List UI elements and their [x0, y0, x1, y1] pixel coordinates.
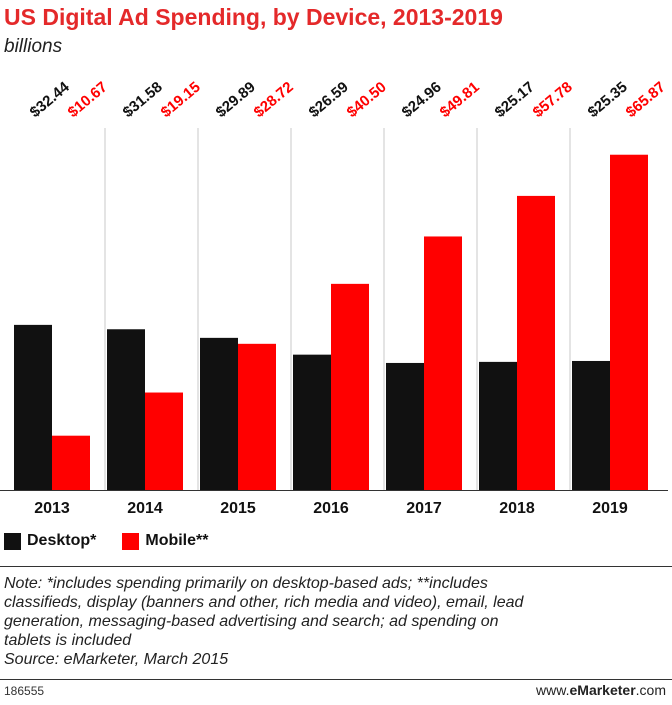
note-line: generation, messaging-based advertising … [4, 613, 499, 630]
bar-desktop [386, 362, 424, 490]
x-tick-label: 2013 [34, 500, 70, 517]
note-line: classifieds, display (banners and other,… [4, 594, 524, 611]
data-label-mobile: $65.87 [623, 79, 669, 122]
note-line: tablets is included [4, 632, 132, 649]
legend-label-desktop: Desktop* [27, 532, 97, 549]
bar-desktop [293, 354, 331, 490]
bar-mobile [52, 435, 90, 490]
legend-swatch-mobile [122, 532, 140, 550]
note-line: Note: *includes spending primarily on de… [4, 575, 488, 592]
x-tick-label: 2016 [313, 500, 349, 517]
divider-top [0, 566, 672, 567]
data-label-desktop: $24.96 [399, 79, 445, 122]
x-tick-label: 2014 [127, 500, 163, 517]
bar-desktop [479, 361, 517, 490]
data-label-mobile: $40.50 [344, 79, 390, 122]
site-brand: eMarketer [569, 682, 636, 698]
bar-desktop [107, 329, 145, 490]
bar-mobile [610, 154, 648, 491]
legend: Desktop* Mobile** [4, 532, 234, 550]
legend-label-mobile: Mobile** [145, 532, 209, 549]
source-line: Source: eMarketer, March 2015 [4, 651, 229, 668]
data-label-desktop: $25.17 [492, 79, 538, 122]
divider-bottom [0, 679, 672, 680]
data-label-mobile: $49.81 [437, 79, 483, 122]
data-label-desktop: $29.89 [213, 79, 259, 122]
data-label-mobile: $10.67 [65, 79, 111, 122]
bar-desktop [572, 360, 610, 490]
site-url: www.eMarketer.com [536, 682, 666, 698]
bar-desktop [200, 337, 238, 490]
legend-swatch-desktop [4, 532, 21, 550]
bar-desktop [14, 324, 52, 490]
data-label-desktop: $26.59 [306, 79, 352, 122]
x-tick-label: 2017 [406, 500, 442, 517]
chart-subtitle: billions [4, 36, 63, 57]
x-tick-label: 2018 [499, 500, 535, 517]
x-tick-label: 2019 [592, 500, 628, 517]
legend-item-desktop: Desktop* [4, 532, 96, 550]
data-label-mobile: $19.15 [158, 79, 204, 122]
bar-mobile [238, 343, 276, 490]
data-label-mobile: $57.78 [530, 79, 576, 122]
legend-item-mobile: Mobile** [122, 532, 208, 550]
bar-chart: $32.44$10.672013$31.58$19.152014$29.89$2… [0, 78, 669, 517]
x-tick-label: 2015 [220, 500, 256, 517]
data-label-desktop: $31.58 [120, 79, 166, 122]
bar-mobile [145, 392, 183, 490]
chart-id: 186555 [4, 684, 45, 698]
chart-note: Note: *includes spending primarily on de… [4, 574, 664, 669]
bar-mobile [517, 195, 555, 491]
site-prefix: www. [536, 682, 570, 698]
site-suffix: .com [635, 682, 666, 698]
data-label-desktop: $25.35 [585, 79, 631, 122]
data-label-mobile: $28.72 [251, 79, 297, 122]
bar-mobile [331, 283, 369, 490]
data-label-desktop: $32.44 [27, 78, 74, 121]
bar-mobile [424, 236, 462, 490]
chart-title: US Digital Ad Spending, by Device, 2013-… [4, 4, 503, 30]
